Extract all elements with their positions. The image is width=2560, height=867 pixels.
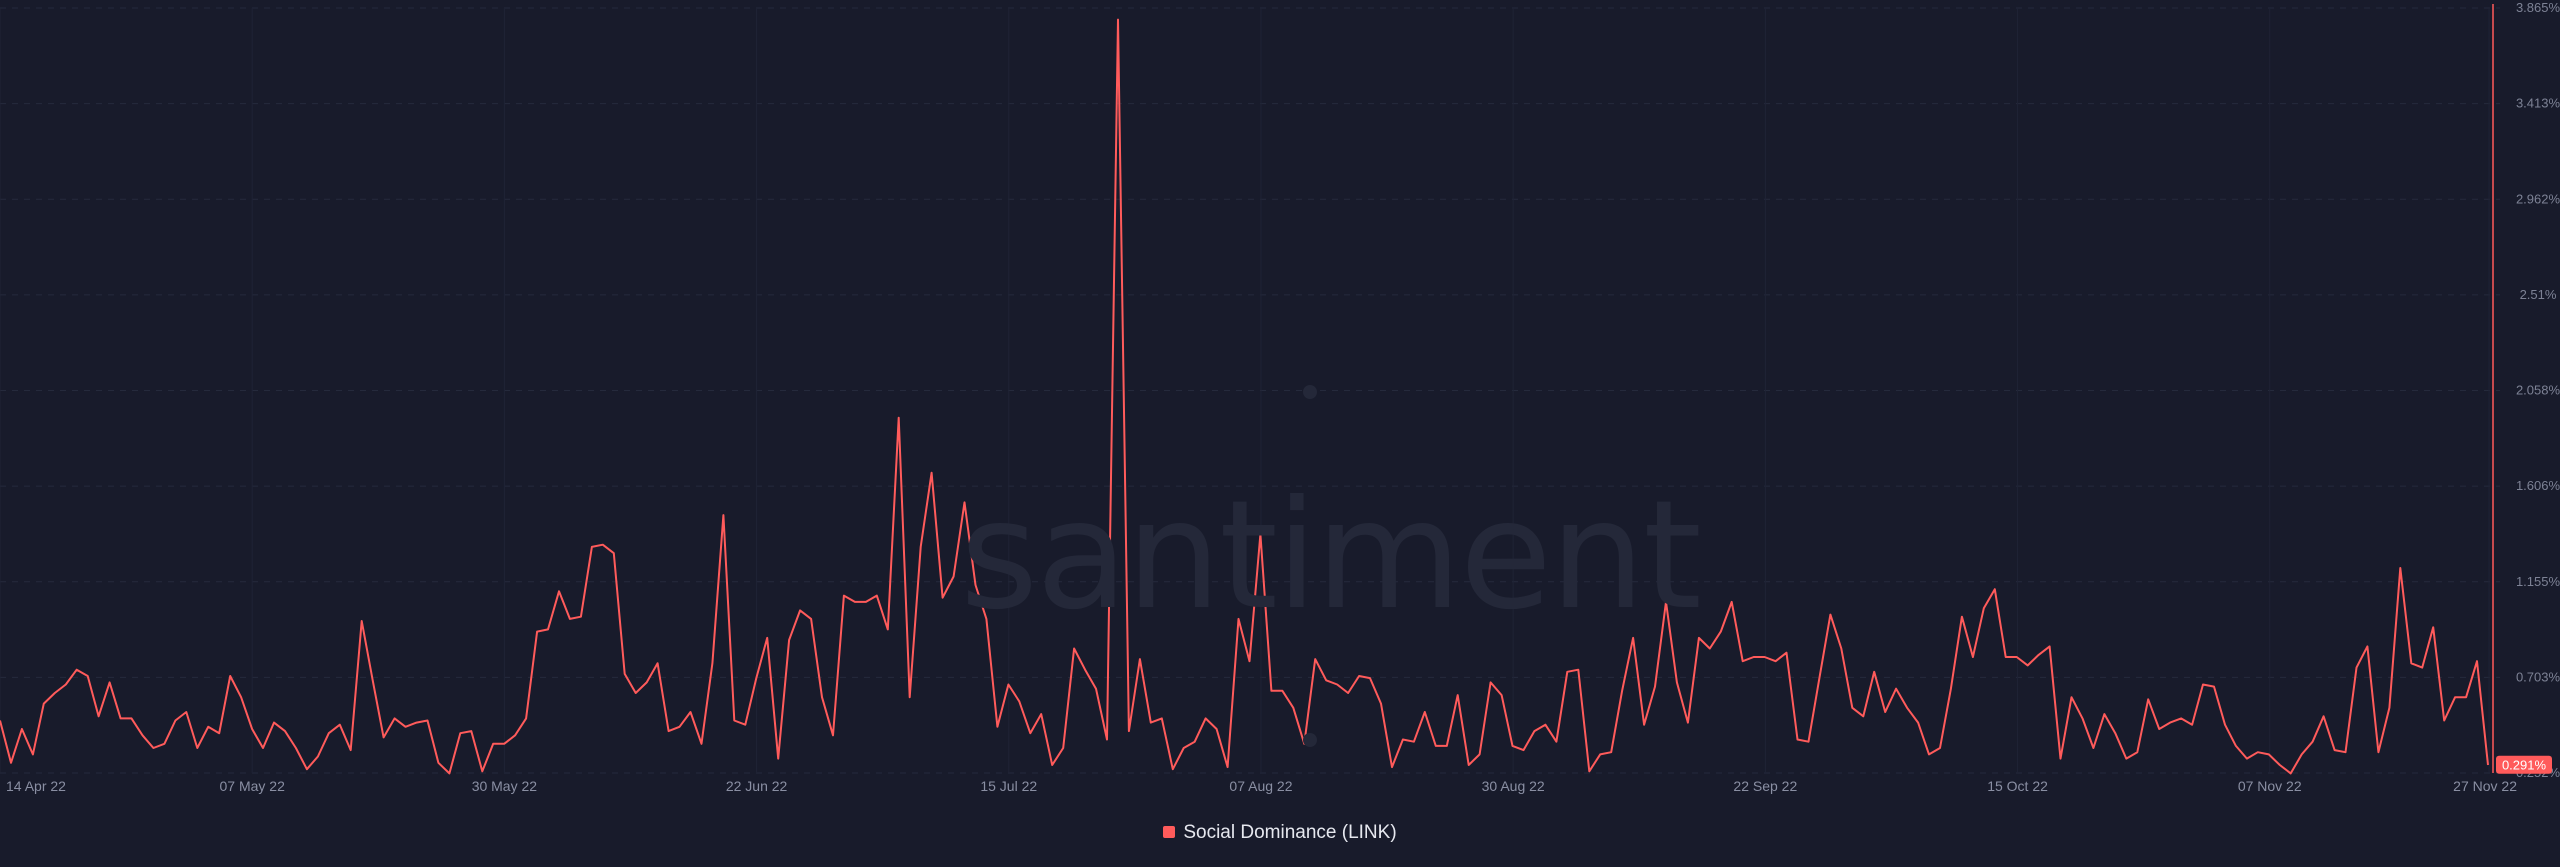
x-tick-label: 07 May 22 (220, 778, 286, 794)
y-tick-label: 2.962% (2516, 191, 2560, 206)
x-tick-label: 22 Jun 22 (726, 778, 788, 794)
santiment-watermark: santiment (960, 295, 1702, 817)
legend-label: Social Dominance (LINK) (1183, 822, 1397, 843)
x-tick-label: 15 Jul 22 (980, 778, 1037, 794)
watermark-dot-right (1303, 732, 1317, 747)
current-value-label: 0.291% (2502, 758, 2547, 773)
y-tick-label: 2.51% (2520, 287, 2557, 302)
x-tick-label: 30 Aug 22 (1482, 778, 1545, 794)
x-tick-label: 14 Apr 22 (6, 778, 66, 794)
chart-legend[interactable]: Social Dominance (LINK) (0, 822, 2560, 844)
y-tick-label: 1.155% (2516, 574, 2560, 589)
x-tick-label: 22 Sep 22 (1733, 778, 1797, 794)
series-line-social-dominance (0, 18, 2489, 775)
x-tick-label: 15 Oct 22 (1987, 778, 2048, 794)
y-tick-label: 2.058% (2516, 383, 2560, 398)
y-tick-label: 3.413% (2516, 96, 2560, 111)
watermark-text: santiment (960, 469, 1702, 643)
y-tick-label: 1.606% (2516, 478, 2560, 493)
y-tick-label: 0.703% (2516, 669, 2560, 684)
x-tick-label: 07 Aug 22 (1229, 778, 1292, 794)
y-tick-label: 3.865% (2516, 0, 2560, 15)
legend-swatch (1163, 826, 1176, 838)
x-tick-label: 27 Nov 22 (2453, 778, 2517, 794)
x-tick-label: 07 Nov 22 (2238, 778, 2302, 794)
x-tick-label: 30 May 22 (472, 778, 538, 794)
watermark-dot-left (1303, 384, 1317, 399)
current-value-badge (2496, 755, 2552, 774)
